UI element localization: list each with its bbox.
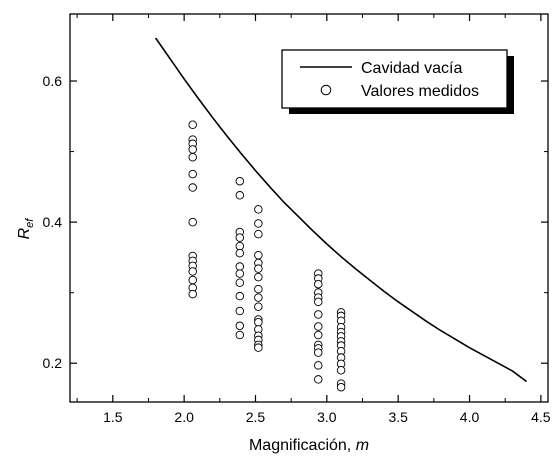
x-tick-label: 2.0 <box>174 409 194 425</box>
data-point <box>314 348 323 357</box>
x-tick-label: 3.0 <box>317 409 337 425</box>
x-tick-label: 3.5 <box>388 409 408 425</box>
data-point <box>314 310 323 319</box>
data-point <box>314 279 323 289</box>
x-tick-label: 4.5 <box>531 409 551 425</box>
data-point <box>235 191 245 200</box>
data-point <box>254 318 263 327</box>
data-point <box>314 361 323 370</box>
y-tick-label: 0.4 <box>43 214 63 230</box>
data-point <box>188 267 197 276</box>
data-point <box>235 321 245 331</box>
data-point <box>254 264 263 273</box>
legend-label-marker: Valores medidos <box>361 83 479 100</box>
data-point <box>235 248 245 258</box>
data-point <box>188 217 197 227</box>
data-point <box>336 366 346 375</box>
data-point <box>314 322 323 331</box>
plot-marks <box>154 37 528 392</box>
data-point <box>188 183 197 192</box>
data-point <box>254 251 263 260</box>
data-point <box>188 275 197 285</box>
x-tick-label: 1.5 <box>103 409 123 425</box>
data-point <box>314 375 323 384</box>
legend: Cavidad vacía Valores medidos <box>281 49 514 114</box>
data-point <box>336 382 346 392</box>
legend-box <box>281 49 508 109</box>
data-point <box>314 297 323 307</box>
data-point <box>235 241 245 251</box>
plot-frame <box>69 13 549 403</box>
data-point <box>188 145 197 154</box>
y-axis-title: Ref <box>16 218 36 240</box>
x-tick-label: 4.0 <box>460 409 480 425</box>
data-point <box>314 330 323 340</box>
data-point <box>254 229 263 239</box>
data-point <box>188 169 197 179</box>
data-point <box>188 120 197 130</box>
data-point <box>188 289 197 299</box>
data-point <box>235 278 245 288</box>
series-line-cavidad-vacia <box>154 37 528 383</box>
data-point <box>235 269 245 278</box>
x-tick-label: 2.5 <box>246 409 266 425</box>
legend-marker-swatch <box>320 84 332 96</box>
data-point <box>254 293 263 302</box>
data-point <box>254 272 263 282</box>
data-point <box>235 306 245 316</box>
data-point <box>235 330 245 340</box>
data-point <box>254 205 263 214</box>
data-point <box>254 284 263 294</box>
y-tick-label: 0.6 <box>43 73 63 89</box>
y-axis-ticks: 0.2 0.4 0.6 <box>43 73 548 371</box>
data-point <box>235 233 245 242</box>
legend-label-line: Cavidad vacía <box>361 60 462 77</box>
data-point <box>254 302 263 312</box>
data-point <box>254 343 263 352</box>
x-axis-ticks: 1.5 2.0 2.5 3.0 3.5 4.0 4.5 <box>76 14 551 425</box>
y-tick-label: 0.2 <box>43 355 63 371</box>
data-point <box>235 176 245 186</box>
data-point <box>235 291 245 301</box>
data-point <box>235 262 245 271</box>
data-point <box>254 219 263 228</box>
data-point <box>188 152 197 162</box>
x-axis-title: Magnificación, m <box>249 437 369 454</box>
